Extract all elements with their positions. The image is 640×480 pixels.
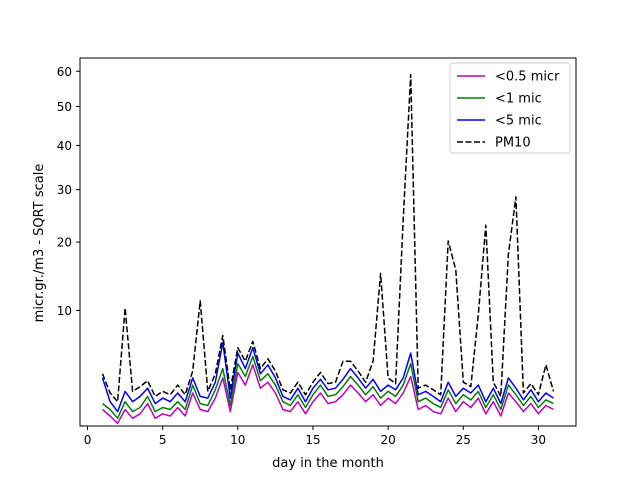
x-tick-label: 5	[159, 433, 167, 447]
series-line-pm10	[101, 73, 555, 403]
x-tick-label: 10	[230, 433, 245, 447]
axes: 0 5 10 15 20 25 30 10 20 30 40 50 60	[57, 57, 577, 447]
y-tick-label: 40	[57, 139, 72, 153]
y-tick-label: 30	[57, 183, 72, 197]
legend: <0.5 micr <1 mic <5 mic PM10	[449, 62, 571, 154]
y-axis-label: micr.gr./m3 - SQRT scale	[32, 164, 47, 323]
series-line-pm1	[102, 355, 554, 420]
y-tick-label: 20	[57, 236, 72, 250]
legend-label-pm5: <5 mic	[495, 114, 542, 129]
x-tick-label: 20	[380, 433, 395, 447]
y-tick-label: 60	[57, 65, 72, 79]
legend-label-pm10: PM10	[495, 136, 531, 151]
legend-label-pm1: <1 mic	[495, 92, 542, 107]
plot-area	[101, 73, 555, 425]
series-line-pm05	[102, 364, 554, 425]
y-tick-label: 10	[57, 304, 72, 318]
x-tick-label: 15	[305, 433, 320, 447]
x-tick-label: 0	[84, 433, 92, 447]
legend-label-pm05: <0.5 micr	[495, 70, 560, 85]
series-line-pm5	[101, 341, 554, 413]
x-axis-label: day in the month	[272, 456, 384, 471]
y-tick-label: 50	[57, 100, 72, 114]
x-tick-label: 30	[531, 433, 546, 447]
x-tick-label: 25	[456, 433, 471, 447]
legend-box	[449, 62, 571, 154]
